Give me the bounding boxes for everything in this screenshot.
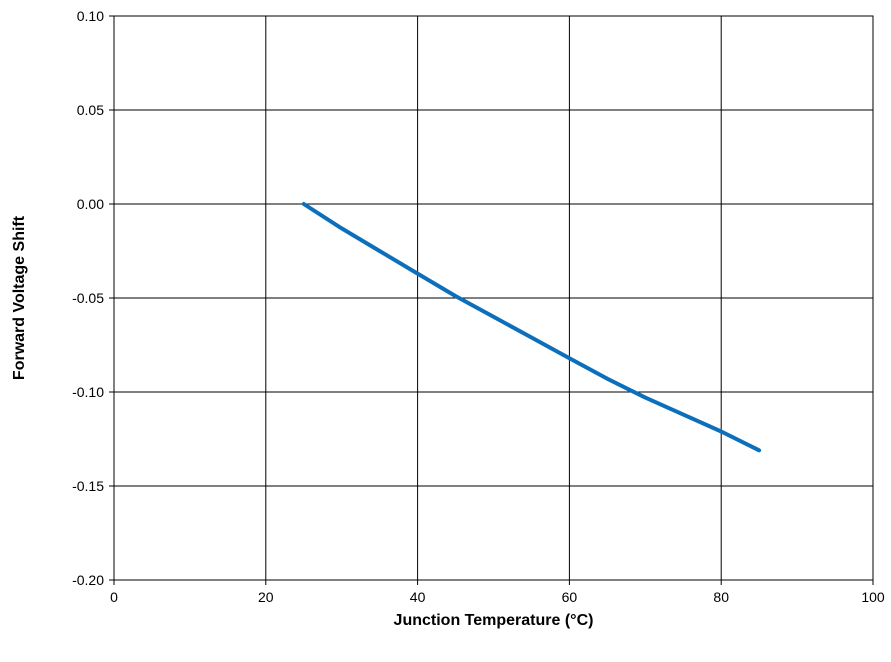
x-tick-label: 40 (410, 589, 426, 605)
x-tick-label: 20 (258, 589, 274, 605)
x-tick-label: 0 (110, 589, 118, 605)
y-tick-label: 0.00 (77, 196, 104, 212)
x-tick-label: 80 (713, 589, 729, 605)
series-layer (301, 202, 762, 453)
y-tick-label: 0.10 (77, 8, 104, 24)
x-axis-title: Junction Temperature (°C) (394, 612, 594, 629)
x-tick-label: 60 (562, 589, 578, 605)
axis-ticks: 0 20 40 60 80 100 -0.20 -0.15 -0.10 -0.05 0.00 0.05… (72, 8, 885, 605)
y-tick-label: 0.05 (77, 102, 104, 118)
y-tick-label: -0.15 (72, 478, 104, 494)
y-tick-label: -0.05 (72, 290, 104, 306)
y-tick-label: -0.10 (72, 384, 104, 400)
y-axis-title: Forward Voltage Shift (11, 215, 28, 380)
grid-lines (114, 16, 873, 580)
x-tick-label: 100 (861, 589, 885, 605)
series-line (301, 202, 762, 453)
y-tick-label: -0.20 (72, 572, 104, 588)
